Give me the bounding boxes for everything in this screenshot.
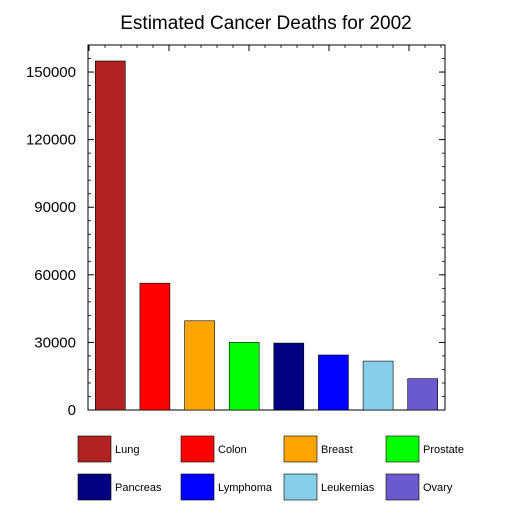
bar-prostate (228, 342, 260, 411)
bar-leukemias (362, 360, 394, 411)
bar-lung (95, 60, 126, 411)
legend-swatch-ovary (385, 473, 420, 501)
y-tick-label: 60000 (34, 267, 76, 284)
y-tick-label: 90000 (34, 199, 76, 216)
y-tick-label: 120000 (26, 132, 76, 149)
bar-breast (184, 320, 215, 411)
legend-label-lung: Lung (115, 444, 139, 456)
legend-label-breast: Breast (321, 444, 353, 456)
legend-swatch-pancreas (77, 473, 112, 501)
legend-swatch-leukemias (283, 473, 318, 501)
bar-colon (139, 282, 171, 411)
legend-label-colon: Colon (218, 444, 247, 456)
legend-swatch-breast (283, 435, 318, 463)
legend-label-pancreas: Pancreas (115, 482, 162, 494)
legend-label-ovary: Ovary (423, 482, 453, 494)
legend-label-prostate: Prostate (423, 444, 464, 456)
legend-swatch-prostate (385, 435, 420, 463)
y-tick-label: 150000 (26, 64, 76, 81)
legend: Lung Colon Breast Prostate Pancreas Lymphoma L… (77, 435, 464, 501)
y-tick-label: 30000 (34, 334, 76, 351)
legend-swatch-colon (180, 435, 215, 463)
y-tick-label: 0 (68, 402, 76, 419)
legend-label-leukemias: Leukemias (321, 482, 375, 494)
legend-swatch-lung (77, 435, 112, 463)
bar-lymphoma (318, 354, 349, 411)
chart-title: Estimated Cancer Deaths for 2002 (120, 13, 412, 34)
plot-frame (87, 44, 446, 411)
bars-group (95, 60, 439, 411)
bar-ovary (407, 378, 439, 411)
legend-swatch-lymphoma (180, 473, 215, 501)
legend-label-lymphoma: Lymphoma (218, 482, 273, 494)
ticks-group: 0 30000 60000 90000 120000 150000 (26, 44, 445, 419)
bar-pancreas (273, 342, 305, 411)
